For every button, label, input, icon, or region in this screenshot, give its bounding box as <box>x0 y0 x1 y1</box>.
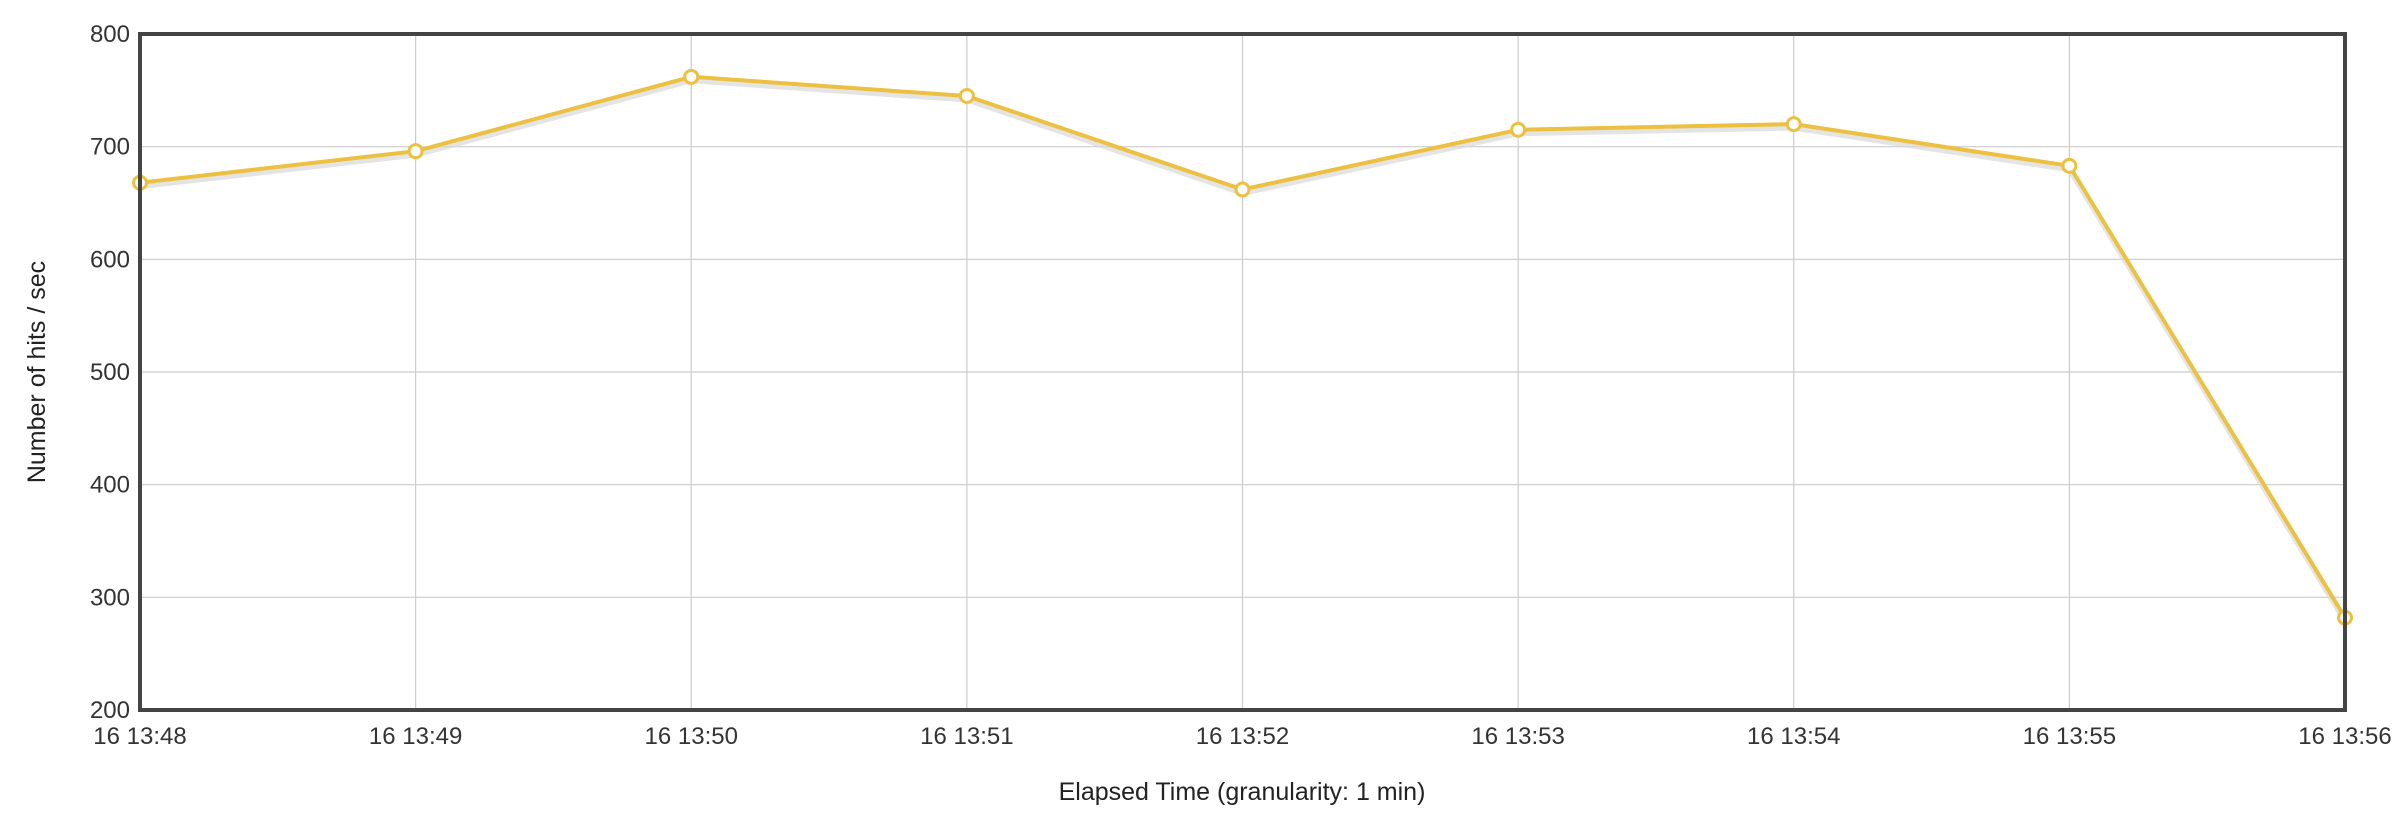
series-0-point-4 <box>1234 181 1251 198</box>
x-tick-label-1: 16 13:49 <box>369 723 462 750</box>
series-0-point-1 <box>407 143 424 160</box>
y-axis-title: Number of hits / sec <box>23 261 51 483</box>
y-tick-label-5: 700 <box>90 134 130 161</box>
y-tick-label-3: 500 <box>90 359 130 386</box>
series-0-point-7 <box>2061 157 2078 174</box>
series-0-point-6 <box>1785 116 1802 133</box>
series-layer <box>132 68 2353 626</box>
grid-layer <box>139 33 2346 711</box>
series-0-point-3 <box>958 87 975 104</box>
x-tick-label-0: 16 13:48 <box>93 723 186 750</box>
series-0-point-2 <box>683 68 700 85</box>
x-tick-label-8: 16 13:56 <box>2298 723 2391 750</box>
x-tick-label-5: 16 13:53 <box>1471 723 1564 750</box>
y-tick-label-4: 600 <box>90 246 130 273</box>
x-axis-title: Elapsed Time (granularity: 1 min) <box>1059 778 1426 806</box>
x-tick-label-2: 16 13:50 <box>645 723 738 750</box>
x-axis-tick-labels: 16 13:48 16 13:49 16 13:50 16 13:51 16 13:52… <box>93 723 2391 750</box>
y-axis-tick-labels: 200 300 400 500 600 700 800 <box>90 21 130 724</box>
x-tick-label-6: 16 13:54 <box>1747 723 1840 750</box>
x-tick-label-3: 16 13:51 <box>920 723 1013 750</box>
series-0-point-5 <box>1510 121 1527 138</box>
x-tick-label-4: 16 13:52 <box>1196 723 1289 750</box>
y-tick-label-2: 400 <box>90 472 130 499</box>
x-tick-label-7: 16 13:55 <box>2023 723 2116 750</box>
y-tick-label-0: 200 <box>90 697 130 724</box>
y-tick-label-6: 800 <box>90 21 130 48</box>
plot-frame <box>138 32 2347 712</box>
y-tick-label-1: 300 <box>90 584 130 611</box>
